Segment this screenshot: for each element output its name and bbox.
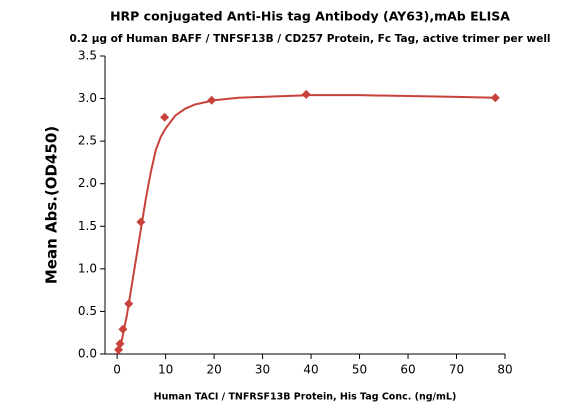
fit-curve bbox=[116, 94, 496, 355]
data-point bbox=[114, 345, 124, 355]
data-point bbox=[118, 324, 128, 334]
x-axis-label: Human TACI / TNFRSF13B Protein, His Tag … bbox=[154, 392, 457, 403]
data-point bbox=[207, 95, 217, 105]
x-tick-label: 80 bbox=[497, 363, 512, 377]
y-tick-label: 3.5 bbox=[78, 49, 97, 63]
y-tick-label: 1.0 bbox=[78, 261, 97, 275]
x-tick-label: 20 bbox=[206, 363, 221, 377]
x-tick-label: 60 bbox=[400, 363, 415, 377]
chart-title: HRP conjugated Anti-His tag Antibody (AY… bbox=[110, 9, 510, 24]
y-tick-label: 2.0 bbox=[78, 176, 97, 190]
x-tick-label: 30 bbox=[255, 363, 270, 377]
data-point bbox=[136, 217, 146, 227]
x-tick-label: 10 bbox=[158, 363, 173, 377]
y-tick-label: 2.5 bbox=[78, 134, 97, 148]
data-point bbox=[301, 89, 311, 99]
y-tick-label: 0.0 bbox=[78, 347, 97, 361]
x-tick-label: 0 bbox=[113, 363, 121, 377]
x-tick-label: 70 bbox=[449, 363, 464, 377]
y-tick-label: 1.5 bbox=[78, 219, 97, 233]
data-point bbox=[490, 93, 500, 103]
chart-subtitle: 0.2 μg of Human BAFF / TNFSF13B / CD257 … bbox=[69, 33, 550, 45]
data-point bbox=[115, 339, 125, 349]
y-axis-label: Mean Abs.(OD450) bbox=[43, 126, 61, 284]
y-tick-label: 0.5 bbox=[78, 304, 97, 318]
x-tick-label: 40 bbox=[303, 363, 318, 377]
data-point bbox=[160, 112, 170, 122]
y-tick-label: 3.0 bbox=[78, 91, 97, 105]
data-point bbox=[124, 299, 134, 309]
x-tick-label: 50 bbox=[352, 363, 367, 377]
